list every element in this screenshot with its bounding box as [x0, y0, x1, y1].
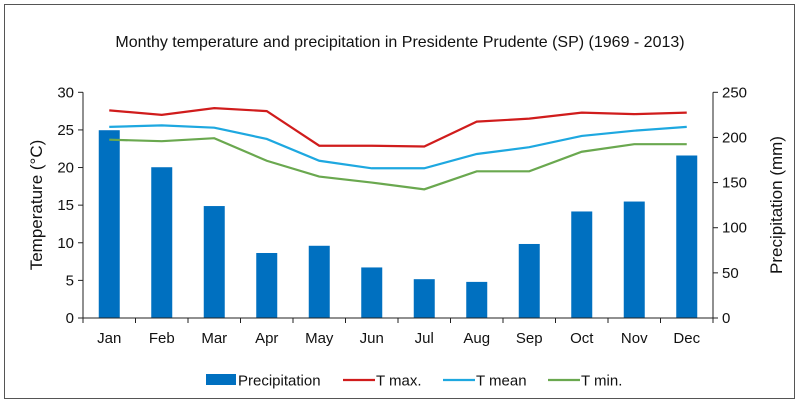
line-tmean: [109, 124, 687, 170]
y-tick-label: 25: [57, 122, 74, 139]
legend-label: Precipitation: [238, 373, 321, 390]
x-tick-label: Oct: [570, 330, 594, 347]
bar-dec: [676, 155, 698, 318]
bar-may: [308, 245, 330, 318]
x-tick-label: Apr: [255, 330, 278, 347]
bar-sep: [518, 243, 540, 318]
y2-axis-label: Precipitation (mm): [767, 136, 786, 274]
bar-oct: [571, 211, 593, 318]
bar-apr: [256, 252, 278, 318]
y2-tick-label: 150: [722, 175, 747, 192]
legend-swatch-precipitation: [206, 374, 236, 385]
line-tmin: [109, 137, 687, 191]
y-tick-label: 0: [66, 310, 74, 327]
y-tick-label: 5: [66, 272, 74, 289]
y-axis-label: Temperature (°C): [27, 140, 46, 271]
y2-tick-label: 50: [722, 265, 739, 282]
x-tick-label: May: [305, 330, 334, 347]
chart-frame: [4, 4, 795, 399]
y2-tick-label: 200: [722, 129, 747, 146]
bar-jun: [361, 267, 383, 318]
bar-mar: [203, 206, 225, 318]
y-tick-label: 10: [57, 235, 74, 252]
y-tick-label: 30: [57, 84, 74, 101]
x-tick-label: Aug: [463, 330, 490, 347]
x-tick-label: Jan: [97, 330, 121, 347]
bar-nov: [623, 201, 645, 318]
x-tick-label: Jul: [415, 330, 434, 347]
legend-label: T min.: [581, 373, 622, 390]
legend-label: T max.: [376, 373, 422, 390]
y-tick-label: 20: [57, 160, 74, 177]
bar-jan: [98, 130, 120, 318]
x-tick-label: Nov: [621, 330, 648, 347]
bar-feb: [151, 167, 173, 318]
bar-jul: [413, 279, 435, 318]
x-tick-label: Mar: [201, 330, 227, 347]
bar-aug: [466, 281, 488, 318]
y2-tick-label: 0: [722, 310, 730, 327]
chart-title: Monthy temperature and precipitation in …: [115, 34, 684, 51]
x-tick-label: Sep: [516, 330, 543, 347]
y2-tick-label: 250: [722, 84, 747, 101]
x-tick-label: Feb: [149, 330, 175, 347]
y-tick-label: 15: [57, 197, 74, 214]
x-tick-label: Dec: [673, 330, 700, 347]
line-tmax: [109, 106, 687, 148]
x-tick-label: Jun: [360, 330, 384, 347]
legend-label: T mean: [476, 373, 527, 390]
y2-tick-label: 100: [722, 220, 747, 237]
